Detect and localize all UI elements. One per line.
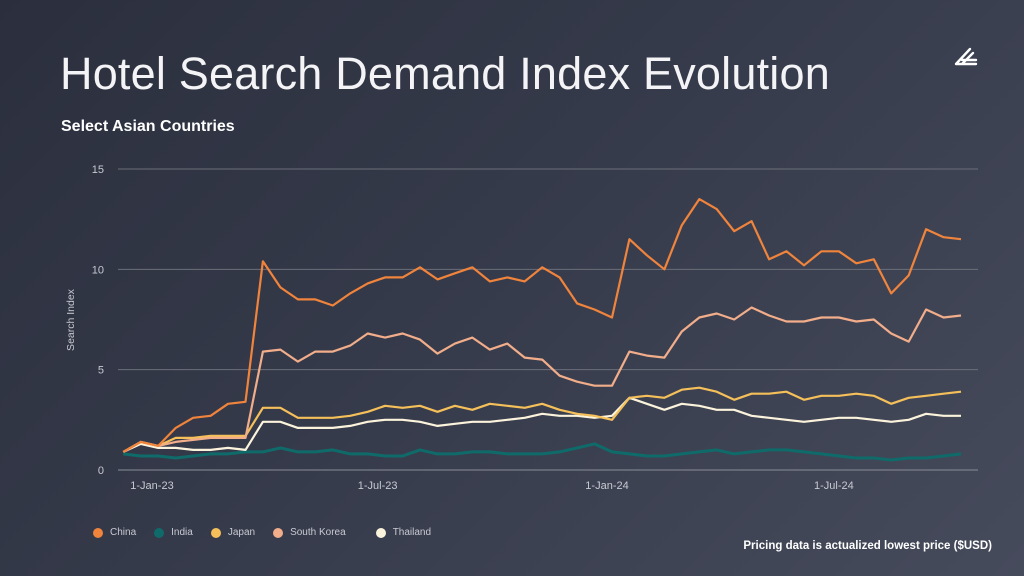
legend-label: South Korea	[290, 527, 346, 538]
legend-swatch-icon	[210, 527, 221, 538]
legend-swatch-icon	[93, 527, 103, 538]
y-tick-label: 5	[98, 365, 104, 377]
series-line-thailand	[122, 396, 961, 453]
series-line-india	[123, 442, 962, 462]
legend-swatch-icon	[273, 527, 284, 538]
chart-subtitle: Select Asian Countries	[61, 118, 235, 135]
legend-swatch-icon	[154, 527, 165, 538]
y-tick-label: 10	[92, 264, 104, 276]
chart-legend: China India Japan South Korea Thailand	[93, 527, 449, 538]
series-line-south-korea	[122, 306, 962, 453]
legend-label: Japan	[227, 527, 256, 538]
double-slash-arrow-logo-icon	[954, 47, 978, 66]
y-tick-label: 15	[92, 164, 104, 176]
legend-label: India	[171, 527, 193, 538]
y-tick-label: 0	[98, 465, 104, 477]
x-tick-label: 1-Jul-24	[814, 480, 854, 492]
series-line-japan	[122, 386, 962, 453]
legend-label: China	[110, 527, 137, 538]
legend-item: China	[93, 527, 136, 538]
pricing-note: Pricing data is actualized lowest price …	[743, 540, 992, 552]
legend-item: India	[154, 527, 193, 538]
x-tick-label: 1-Jan-23	[130, 480, 173, 492]
legend-item: Japan	[210, 527, 256, 538]
legend-label: Thailand	[392, 527, 432, 538]
legend-item: South Korea	[273, 527, 346, 538]
series-line-china	[122, 198, 962, 453]
legend-swatch-icon	[375, 527, 386, 538]
x-tick-label: 1-Jan-24	[585, 480, 628, 492]
page-title: Hotel Search Demand Index Evolution	[60, 48, 830, 99]
x-tick-label: 1-Jul-23	[358, 480, 398, 492]
legend-item: Thailand	[375, 527, 432, 538]
y-axis-label: Search Index	[65, 288, 77, 351]
